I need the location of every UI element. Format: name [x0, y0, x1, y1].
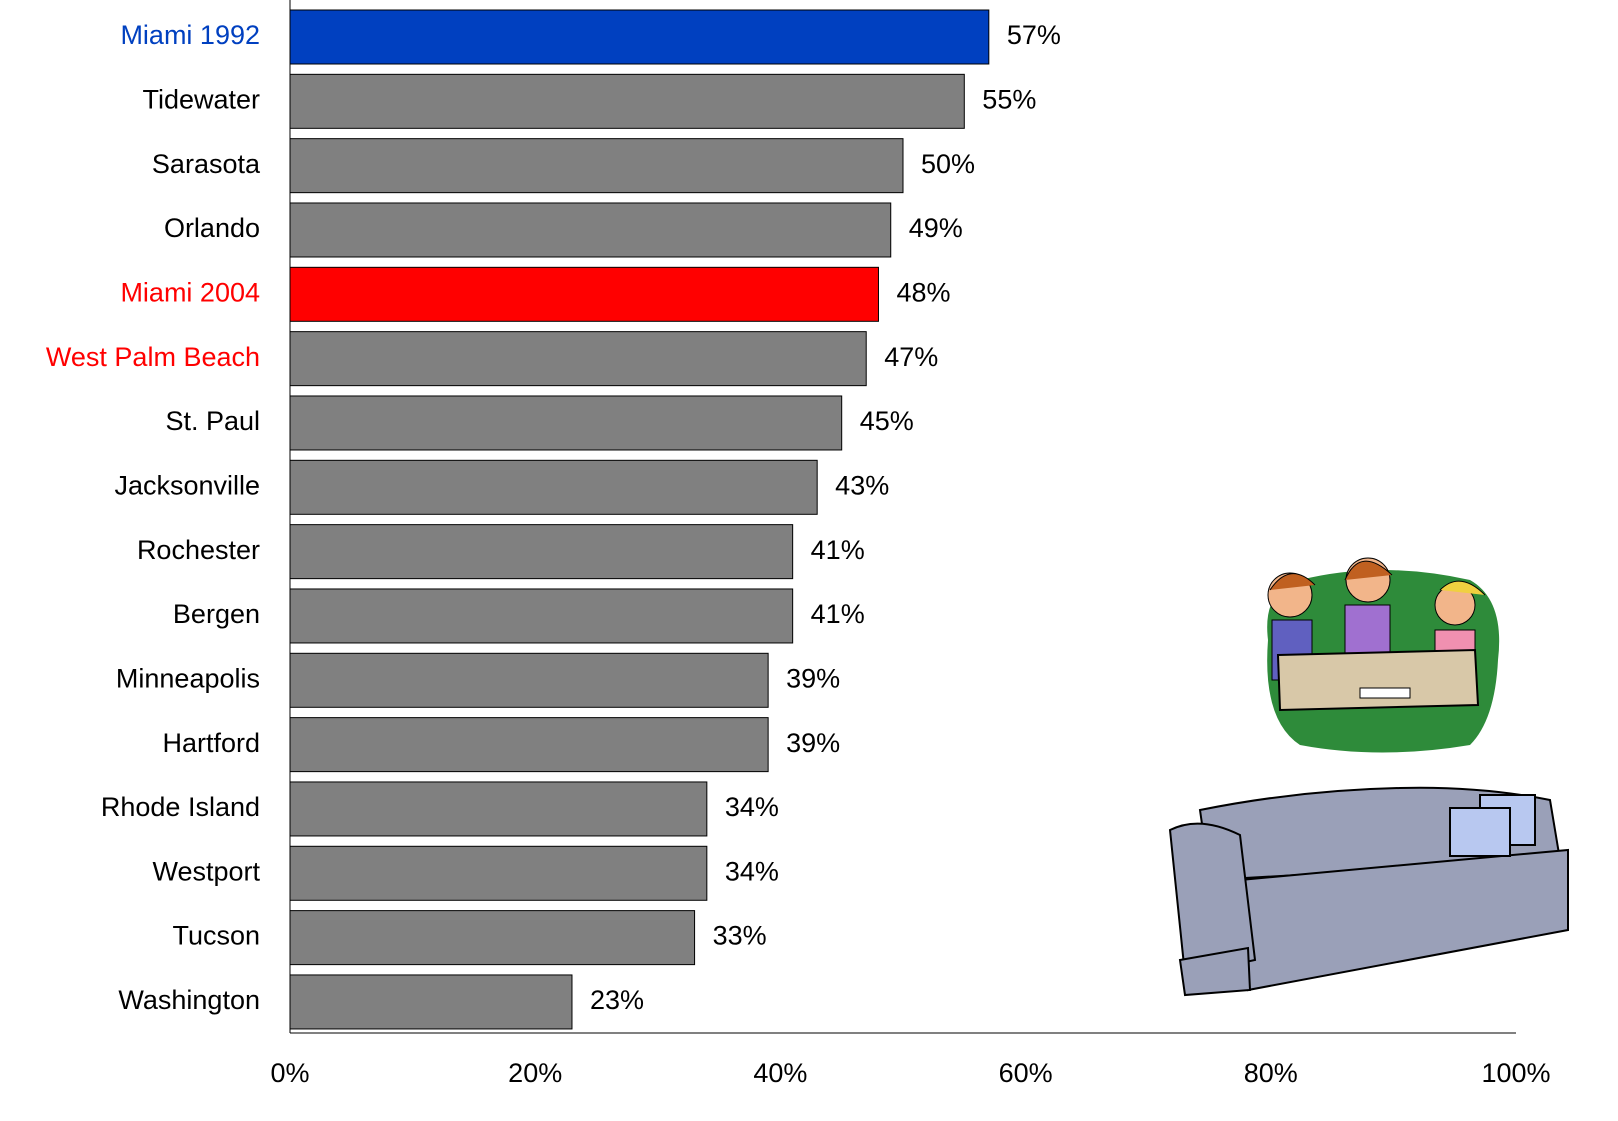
- value-label: 49%: [909, 213, 963, 243]
- y-tick-label: Hartford: [162, 728, 260, 758]
- bar: [289, 974, 573, 1030]
- value-label: 55%: [982, 84, 1036, 114]
- bar: [289, 459, 818, 515]
- x-tick-label: 80%: [1244, 1058, 1298, 1088]
- y-tick-label: Washington: [118, 985, 260, 1015]
- y-tick-label: Tidewater: [142, 84, 260, 114]
- bar: [289, 845, 708, 901]
- value-label: 34%: [725, 856, 779, 886]
- bar: [289, 524, 794, 580]
- y-tick-label: Jacksonville: [114, 470, 260, 500]
- y-tick-label: West Palm Beach: [46, 342, 260, 372]
- value-label: 34%: [725, 792, 779, 822]
- x-tick-label: 0%: [270, 1058, 309, 1088]
- bar: [289, 588, 794, 644]
- bar: [289, 717, 769, 773]
- bar: [289, 331, 867, 387]
- y-tick-label: Miami 1992: [120, 20, 260, 50]
- y-tick-label: Sarasota: [152, 149, 261, 179]
- y-tick-label: Westport: [152, 856, 260, 886]
- bar: [289, 202, 892, 258]
- y-tick-label: Rhode Island: [101, 792, 260, 822]
- bar: [289, 138, 904, 194]
- value-label: 41%: [811, 535, 865, 565]
- x-tick-label: 60%: [999, 1058, 1053, 1088]
- value-label: 45%: [860, 406, 914, 436]
- value-label: 50%: [921, 149, 975, 179]
- clipart-sofa: [1168, 786, 1569, 997]
- value-label: 39%: [786, 728, 840, 758]
- x-tick-label: 100%: [1481, 1058, 1550, 1088]
- value-label: 47%: [884, 342, 938, 372]
- bar: [289, 781, 708, 837]
- value-label: 33%: [713, 921, 767, 951]
- y-tick-label: Minneapolis: [116, 663, 260, 693]
- value-label: 43%: [835, 470, 889, 500]
- clipart-counseling: [1267, 557, 1500, 753]
- value-label: 39%: [786, 663, 840, 693]
- bar: [289, 266, 879, 322]
- y-tick-label: Rochester: [137, 535, 260, 565]
- value-label: 57%: [1007, 20, 1061, 50]
- x-tick-label: 40%: [753, 1058, 807, 1088]
- y-tick-label: Tucson: [172, 921, 260, 951]
- x-tick-label: 20%: [508, 1058, 562, 1088]
- bar: [289, 9, 990, 65]
- bar: [289, 652, 769, 708]
- y-tick-label: Miami 2004: [120, 277, 260, 307]
- value-label: 48%: [896, 277, 950, 307]
- bar: [289, 910, 696, 966]
- y-tick-label: Bergen: [173, 599, 260, 629]
- value-label: 23%: [590, 985, 644, 1015]
- bar: [289, 395, 843, 451]
- y-tick-label: St. Paul: [165, 406, 260, 436]
- value-label: 41%: [811, 599, 865, 629]
- bar: [289, 73, 965, 129]
- y-tick-label: Orlando: [164, 213, 260, 243]
